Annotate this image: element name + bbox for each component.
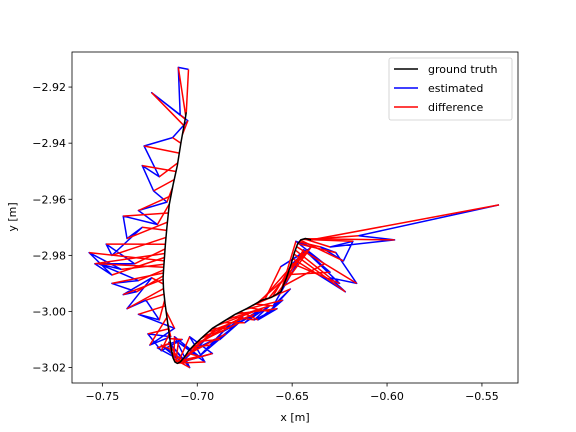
difference-segment <box>169 337 183 341</box>
difference-segment <box>293 253 346 293</box>
x-axis: −0.75 −0.70 −0.65 −0.60 −0.55 <box>86 383 499 403</box>
difference-segment <box>186 352 200 358</box>
difference-segment <box>288 252 308 270</box>
difference-segment <box>138 305 166 316</box>
difference-segment <box>121 263 165 271</box>
difference-segment <box>147 328 169 335</box>
difference-segment <box>296 246 358 285</box>
difference-segment <box>177 336 191 364</box>
difference-segment <box>264 266 282 300</box>
difference-segment <box>158 299 166 321</box>
y-tick-label: −2.98 <box>32 249 66 262</box>
difference-segment <box>145 293 165 301</box>
difference-segment <box>175 342 180 363</box>
difference-segment <box>178 352 213 364</box>
difference-segment <box>111 272 164 285</box>
difference-segment <box>300 239 344 262</box>
series-line-ground-truth <box>162 112 312 365</box>
x-tick-label: −0.65 <box>275 390 309 403</box>
difference-segment <box>156 203 171 225</box>
difference-segment <box>123 212 169 217</box>
y-tick-label: −3.02 <box>32 362 66 375</box>
difference-segment <box>160 333 170 352</box>
difference-segment <box>160 344 172 351</box>
difference-segment <box>126 287 164 310</box>
plot-series-layer <box>88 66 500 369</box>
difference-segment <box>177 67 187 116</box>
y-tick-label: −2.96 <box>32 193 66 206</box>
difference-segment <box>151 92 185 127</box>
difference-segment <box>204 330 224 337</box>
difference-segment <box>179 114 186 120</box>
legend-label-ground-truth: ground truth <box>428 63 498 76</box>
difference-segment <box>173 336 176 361</box>
difference-segment <box>138 195 172 212</box>
difference-segment <box>279 241 297 293</box>
difference-segment <box>192 344 211 348</box>
y-axis: −2.92 −2.94 −2.96 −2.98 −3.00 −3.02 <box>32 81 72 375</box>
difference-segment <box>248 306 270 313</box>
x-axis-label: x [m] <box>280 411 309 424</box>
difference-segment <box>165 311 176 329</box>
difference-segment <box>184 333 227 357</box>
y-axis-label: y [m] <box>6 202 19 231</box>
difference-segment <box>172 136 182 144</box>
difference-segment <box>294 249 331 279</box>
difference-segment <box>122 278 164 296</box>
legend-label-estimated: estimated <box>428 82 483 95</box>
y-tick-label: −2.92 <box>32 81 66 94</box>
y-tick-label: −3.00 <box>32 305 66 318</box>
difference-segment <box>304 238 331 248</box>
plot-frame <box>71 51 519 384</box>
difference-segment <box>240 311 259 321</box>
legend-label-difference: difference <box>428 101 483 114</box>
difference-segment <box>126 221 168 240</box>
series-difference-group <box>89 67 500 369</box>
x-tick-label: −0.75 <box>86 390 120 403</box>
difference-segment <box>185 69 190 113</box>
difference-segment <box>197 338 221 343</box>
difference-segment <box>151 277 164 285</box>
difference-segment <box>153 178 175 192</box>
x-tick-label: −0.55 <box>465 390 499 403</box>
y-tick-label: −2.94 <box>32 137 66 150</box>
difference-segment <box>111 236 167 257</box>
difference-segment <box>143 145 180 154</box>
difference-segment <box>292 257 320 276</box>
difference-segment <box>89 251 165 262</box>
difference-segment <box>142 226 167 232</box>
difference-segment <box>310 204 500 241</box>
difference-segment <box>98 263 164 268</box>
difference-segment <box>94 252 165 265</box>
legend-frame <box>388 57 513 121</box>
difference-segment <box>176 361 205 364</box>
x-tick-label: −0.70 <box>180 390 214 403</box>
legend: ground truth estimated difference <box>388 57 513 121</box>
difference-segment <box>230 316 255 321</box>
difference-segment <box>157 342 171 349</box>
difference-segment <box>254 303 274 307</box>
x-tick-label: −0.60 <box>370 390 404 403</box>
difference-segment <box>142 164 177 173</box>
